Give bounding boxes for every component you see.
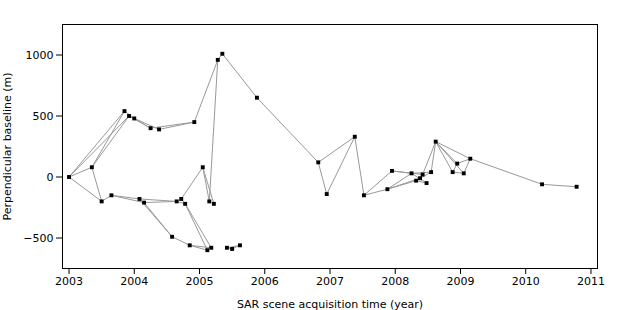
svg-text:500: 500: [33, 110, 54, 123]
svg-text:2004: 2004: [120, 275, 148, 288]
svg-text:1000: 1000: [26, 49, 54, 62]
svg-text:SAR scene acquisition time (ye: SAR scene acquisition time (year): [237, 298, 423, 310]
svg-text:2003: 2003: [55, 275, 83, 288]
svg-text:0: 0: [47, 171, 54, 184]
svg-text:2008: 2008: [381, 275, 409, 288]
svg-text:2010: 2010: [512, 275, 540, 288]
svg-text:2005: 2005: [186, 275, 214, 288]
svg-text:−500: −500: [23, 232, 53, 245]
svg-text:2007: 2007: [316, 275, 344, 288]
svg-text:2006: 2006: [251, 275, 279, 288]
svg-text:2011: 2011: [577, 275, 605, 288]
svg-text:Perpendicular baseline (m): Perpendicular baseline (m): [1, 73, 14, 221]
svg-text:2009: 2009: [446, 275, 474, 288]
